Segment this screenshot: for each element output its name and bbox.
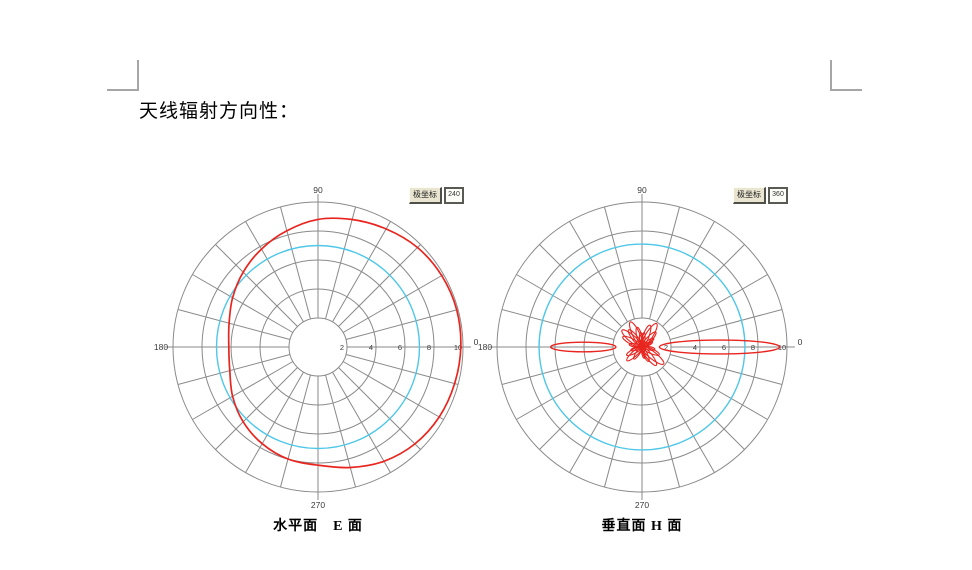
svg-text:4: 4	[693, 343, 697, 352]
polar-mode-button[interactable]: 极坐标	[733, 187, 766, 204]
svg-text:90: 90	[313, 185, 323, 195]
polar-mode-button[interactable]: 极坐标	[409, 187, 442, 204]
polar-toolbar: 极坐标 360	[733, 187, 788, 204]
angle-value-box[interactable]: 360	[768, 187, 788, 204]
chart-caption: 垂直面 H 面	[601, 519, 683, 534]
svg-text:4: 4	[369, 343, 373, 352]
chart-panel-h-plane: 极坐标 360 90 270 180 0 2 4 6 8 10 垂直面 H 面	[462, 167, 822, 567]
svg-text:270: 270	[311, 500, 325, 510]
polar-toolbar: 极坐标 240	[409, 187, 464, 204]
svg-text:2: 2	[664, 343, 668, 352]
svg-text:6: 6	[722, 343, 726, 352]
polar-chart-e-plane: 90 270 180 0 2 4 6 8 10	[154, 185, 479, 510]
svg-text:6: 6	[398, 343, 402, 352]
page-title: 天线辐射方向性：	[139, 101, 300, 122]
svg-text:270: 270	[635, 500, 649, 510]
text-boundary-mark-top-right	[830, 60, 862, 91]
polar-chart-h-plane: 90 270 180 0 2 4 6 8 10	[478, 185, 803, 510]
chart-caption: 水平面 E 面	[273, 519, 363, 534]
svg-text:8: 8	[751, 343, 755, 352]
svg-text:10: 10	[454, 343, 462, 352]
svg-text:2: 2	[340, 343, 344, 352]
svg-text:180: 180	[154, 342, 168, 352]
svg-text:180: 180	[478, 342, 492, 352]
text-boundary-mark-top-left	[107, 60, 139, 91]
angle-value-box[interactable]: 240	[444, 187, 464, 204]
chart-panel-e-plane: 极坐标 240 90 270 180 0 2 4 6 8 10 水平面 E 面	[138, 167, 498, 567]
svg-text:0: 0	[474, 337, 479, 347]
svg-text:10: 10	[778, 343, 786, 352]
svg-text:90: 90	[637, 185, 647, 195]
svg-text:8: 8	[427, 343, 431, 352]
svg-text:0: 0	[798, 337, 803, 347]
